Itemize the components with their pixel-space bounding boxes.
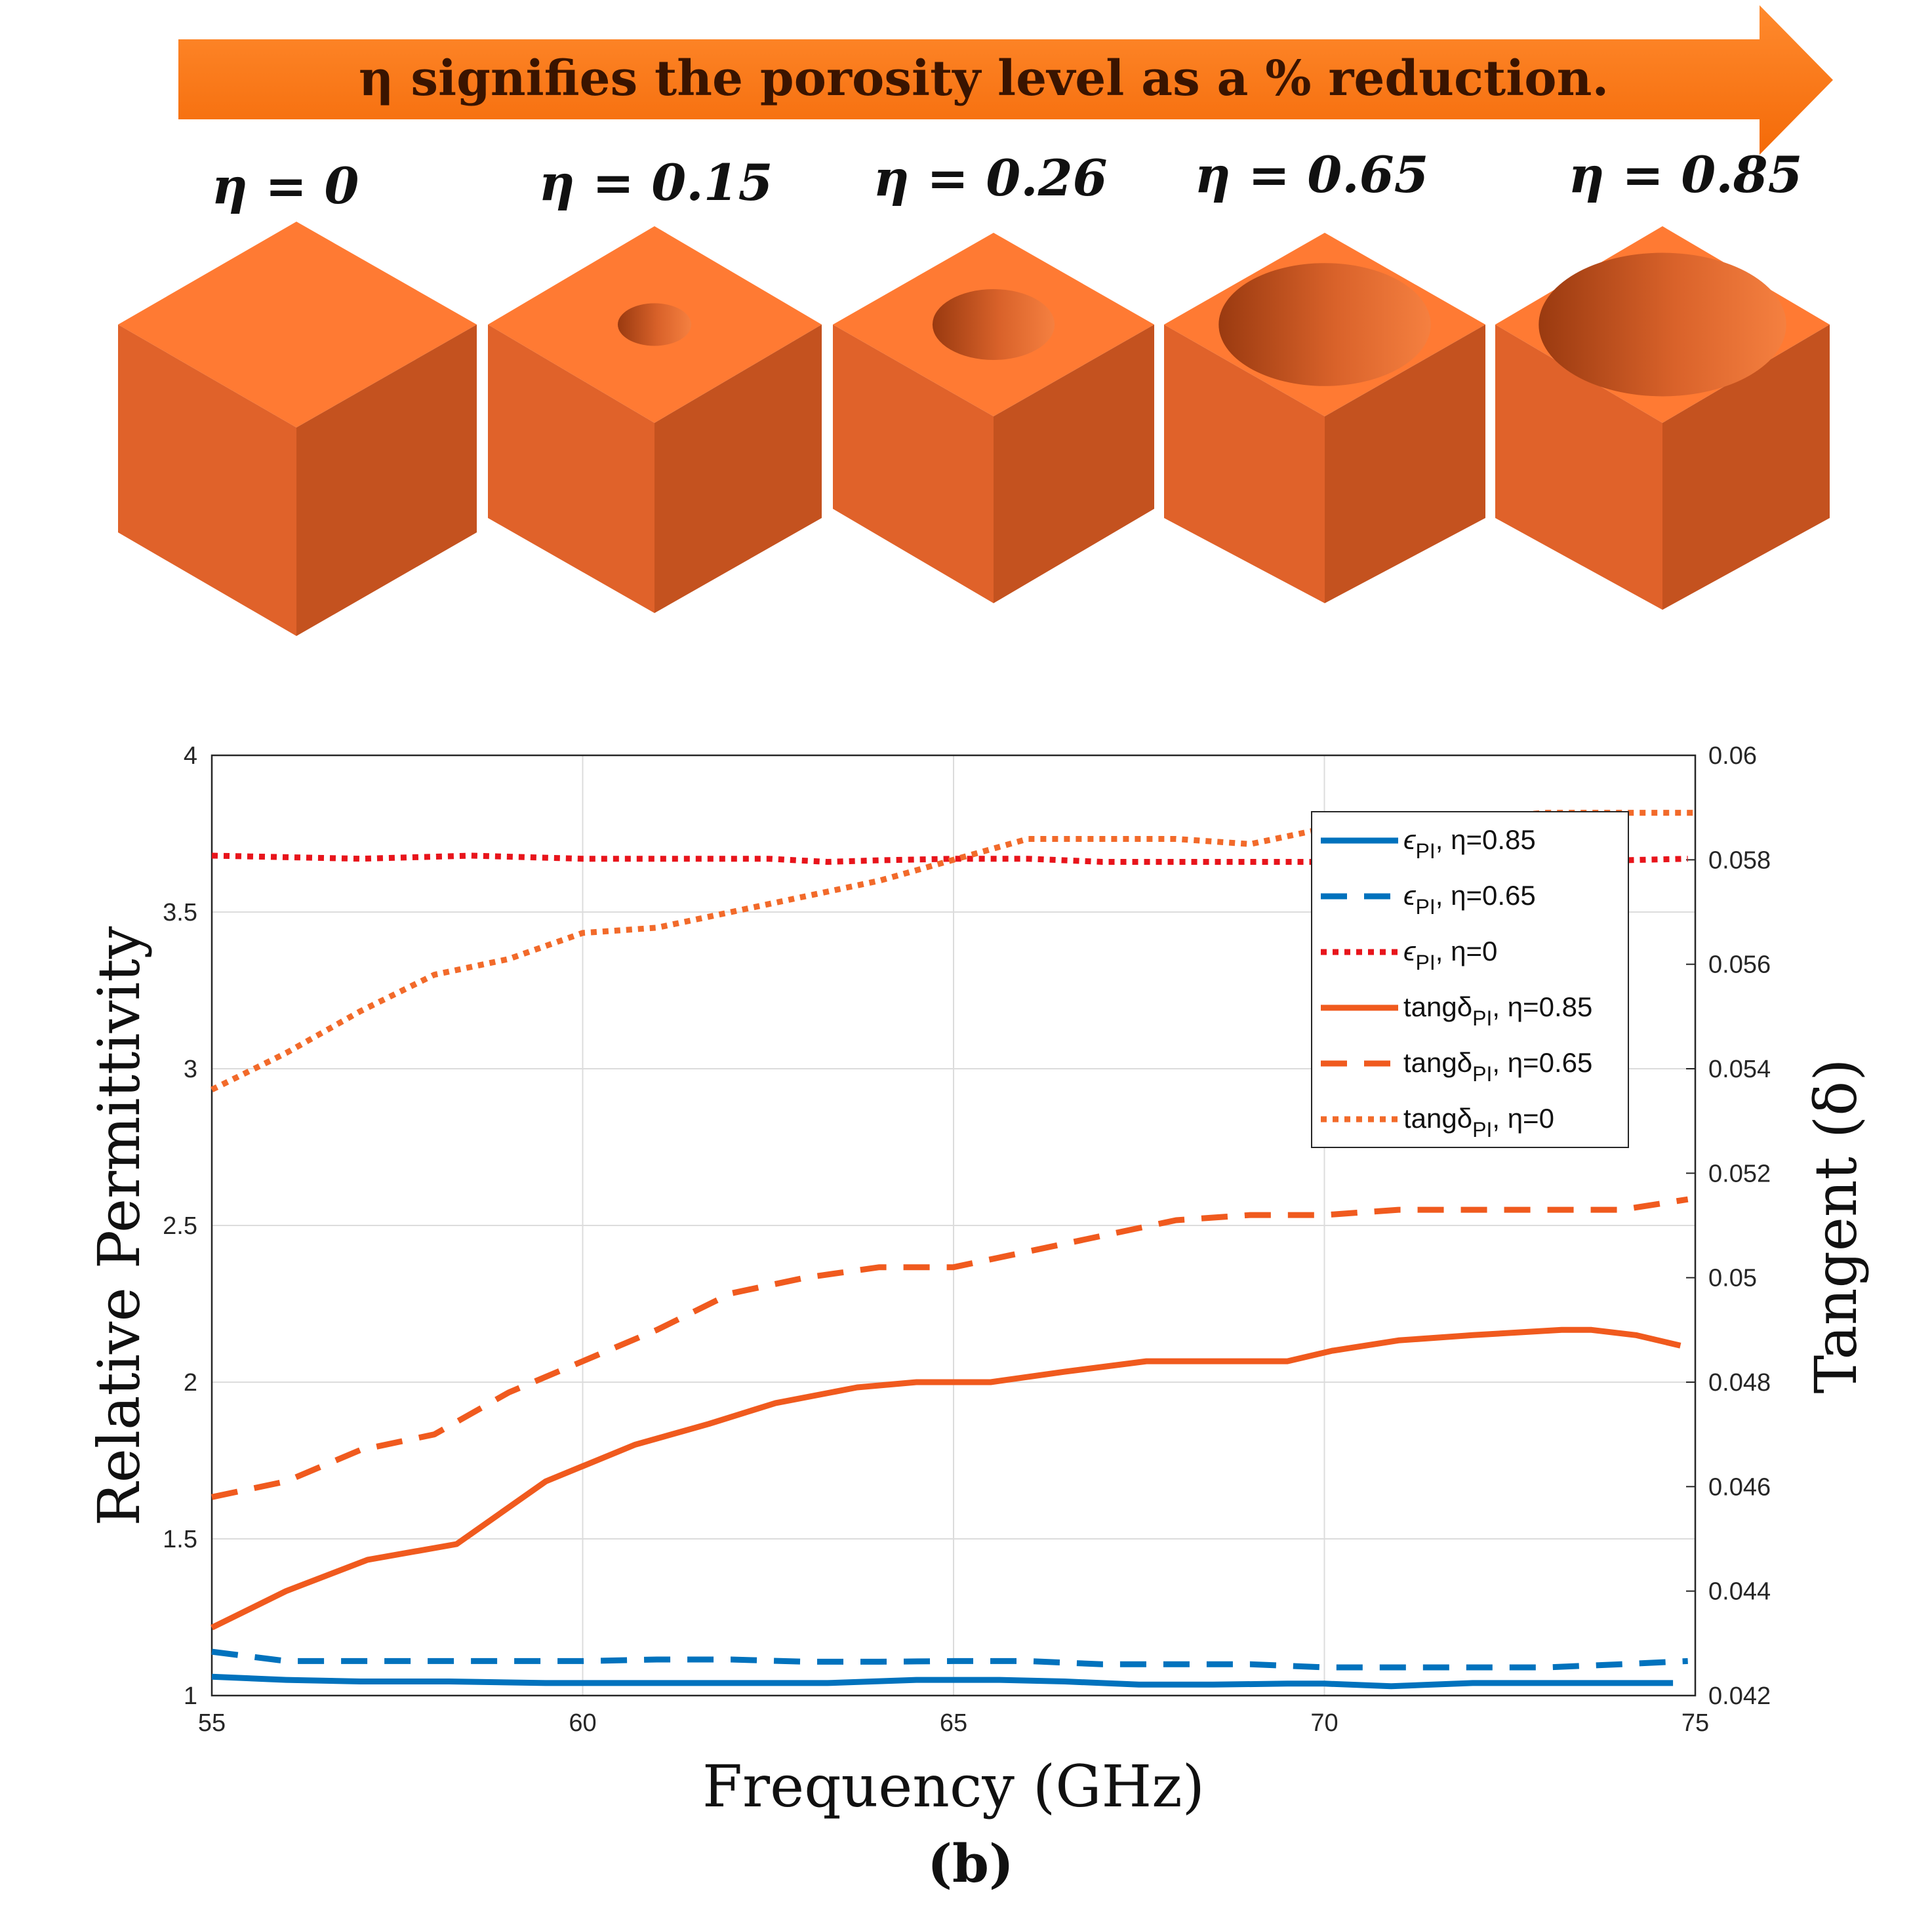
series-line bbox=[211, 852, 1688, 865]
porosity-label: η = 0.65 bbox=[1195, 146, 1429, 204]
y-right-tick-label: 0.042 bbox=[1708, 1682, 1771, 1710]
cube-left-face bbox=[833, 325, 994, 603]
plot-frame bbox=[211, 754, 1697, 1697]
legend-label: ϵPI, η=0 bbox=[1403, 936, 1497, 974]
x-tick-label: 75 bbox=[1681, 1709, 1709, 1737]
cube-right-face bbox=[654, 325, 822, 613]
porosity-label: η = 0.85 bbox=[1569, 146, 1803, 204]
porosity-labels: η = 0 η = 0.15 η = 0.26 η = 0.65 η = 0.8… bbox=[212, 146, 1803, 215]
y-right-tick-label: 0.044 bbox=[1708, 1578, 1771, 1606]
porous-cube bbox=[833, 233, 1154, 603]
y-left-tick-label: 3.5 bbox=[163, 899, 197, 926]
series-line bbox=[211, 1673, 1674, 1690]
x-tick-label: 65 bbox=[940, 1709, 967, 1737]
porosity-label: η = 0.15 bbox=[539, 153, 773, 212]
legend: ϵPI, η=0.85 ϵPI, η=0.65 ϵPI, η=0 tangδPI, η… bbox=[1311, 811, 1629, 1148]
cube-pore bbox=[932, 289, 1055, 360]
porous-cube bbox=[1164, 233, 1485, 603]
banner-arrow bbox=[178, 5, 1833, 155]
cube-pore bbox=[1539, 252, 1786, 397]
legend-label: tangδPI, η=0.85 bbox=[1403, 991, 1592, 1030]
y-right-tick-label: 0.048 bbox=[1708, 1369, 1771, 1397]
y-left-tick-label: 2 bbox=[184, 1369, 197, 1397]
cube-right-face bbox=[1662, 325, 1830, 610]
y-left-tick-label: 1 bbox=[184, 1682, 197, 1710]
porous-cube bbox=[488, 226, 822, 613]
y-right-tick-label: 0.058 bbox=[1708, 846, 1771, 874]
permittivity-chart: 55 60 65 70 75 1 1.5 2 2.5 3 3.5 4 0.042 0.044 0.046 0.… bbox=[85, 742, 1870, 1820]
x-axis-label: Frequency (GHz) bbox=[702, 1753, 1205, 1820]
x-tick-label: 60 bbox=[569, 1709, 596, 1737]
legend-label: tangδPI, η=0 bbox=[1403, 1103, 1554, 1142]
cube-right-face bbox=[1325, 325, 1485, 603]
cube-left-face bbox=[488, 325, 654, 613]
y-left-tick-label: 4 bbox=[184, 742, 197, 770]
series-lines bbox=[211, 810, 1695, 1690]
legend-label: ϵPI, η=0.85 bbox=[1403, 824, 1536, 863]
x-tick-label: 70 bbox=[1310, 1709, 1338, 1737]
porosity-banner: η signifies the porosity level as a % re… bbox=[178, 5, 1833, 155]
y-left-tick-label: 2.5 bbox=[163, 1212, 197, 1240]
y-right-axis-label: Tangent (δ) bbox=[1802, 1058, 1870, 1393]
y-right-tick-label: 0.05 bbox=[1708, 1265, 1757, 1292]
porous-cube bbox=[1495, 226, 1830, 610]
cube-top-face bbox=[118, 222, 477, 427]
panel-caption: (b) bbox=[927, 1833, 1014, 1894]
y-right-tick-label: 0.06 bbox=[1708, 742, 1757, 770]
legend-box bbox=[1311, 811, 1629, 1148]
series-line bbox=[211, 810, 1695, 1092]
y-right-tick-label: 0.052 bbox=[1708, 1160, 1771, 1187]
cube-pore bbox=[618, 303, 691, 346]
cube-left-face bbox=[1495, 325, 1662, 610]
y-right-tick-label: 0.054 bbox=[1708, 1056, 1771, 1083]
porous-cube bbox=[118, 222, 477, 636]
legend-label: tangδPI, η=0.65 bbox=[1403, 1047, 1592, 1086]
y-left-tick-label: 1.5 bbox=[163, 1526, 197, 1553]
porosity-label: η = 0.26 bbox=[874, 149, 1108, 207]
cube-right-face bbox=[296, 325, 477, 636]
y-right-tick-label: 0.046 bbox=[1708, 1473, 1771, 1501]
axis-ticks: 55 60 65 70 75 1 1.5 2 2.5 3 3.5 4 0.042 0.044 0.046 0.… bbox=[163, 742, 1771, 1737]
cube-right-face bbox=[994, 325, 1154, 603]
series-line bbox=[211, 1648, 1688, 1671]
porosity-label: η = 0 bbox=[212, 157, 359, 215]
series-line bbox=[211, 1196, 1689, 1500]
banner-text: η signifies the porosity level as a % re… bbox=[359, 50, 1609, 107]
cube-left-face bbox=[1164, 325, 1325, 603]
y-left-axis-label: Relative Permittivity bbox=[85, 926, 153, 1526]
series-line bbox=[211, 1326, 1681, 1631]
x-tick-label: 55 bbox=[198, 1709, 226, 1737]
legend-label: ϵPI, η=0.65 bbox=[1403, 880, 1536, 919]
y-right-tick-label: 0.056 bbox=[1708, 951, 1771, 979]
cube-pore bbox=[1218, 263, 1431, 386]
porous-cubes bbox=[118, 222, 1830, 636]
cube-left-face bbox=[118, 325, 296, 636]
y-left-tick-label: 3 bbox=[184, 1056, 197, 1083]
